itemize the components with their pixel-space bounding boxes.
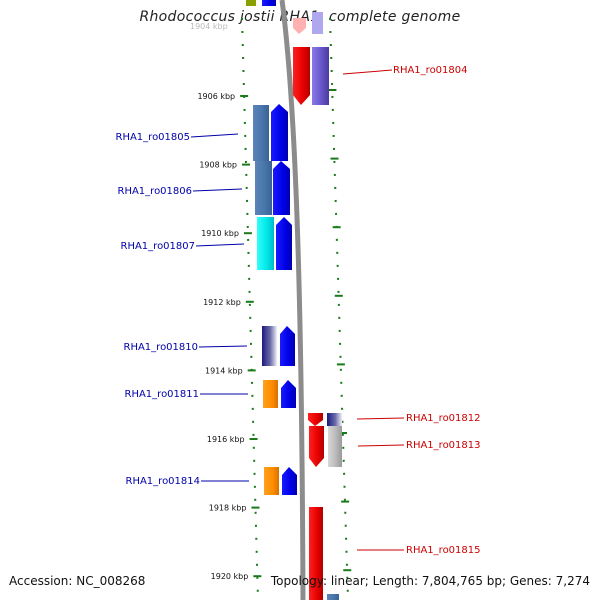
- gene-partial-bottom-steel[interactable]: [327, 594, 339, 600]
- gene-ro01810-arrow[interactable]: [280, 326, 295, 366]
- scale-track-right: [329, 17, 349, 600]
- feature-partial-top-purple[interactable]: [312, 12, 323, 34]
- gene-label-ro01813[interactable]: RHA1_ro01813: [406, 440, 481, 451]
- tick-label-faded: 1904 kbp: [190, 22, 228, 31]
- gene-ro01813-red[interactable]: [309, 426, 324, 467]
- gene-label-ro01815[interactable]: RHA1_ro01815: [406, 545, 481, 556]
- gene-label-ro01812[interactable]: RHA1_ro01812: [406, 413, 481, 424]
- gene-ro01805-arrow[interactable]: [271, 104, 288, 161]
- feature-partial-top-blue[interactable]: [262, 0, 276, 6]
- gene-ro01811-arrow[interactable]: [281, 380, 296, 408]
- gene-ro01804-red[interactable]: [293, 47, 310, 105]
- gene-label-ro01805[interactable]: RHA1_ro01805: [116, 132, 191, 143]
- gene-ro01807-block[interactable]: [257, 217, 274, 270]
- label-line-ro01812: [356, 417, 405, 420]
- label-line-ro01807: [195, 243, 245, 247]
- gene-ro01815-red[interactable]: [309, 507, 323, 600]
- feature-partial-top-left[interactable]: [246, 0, 256, 6]
- gene-ro01813-gray[interactable]: [328, 426, 342, 467]
- scale-tick-label: 1906 kbp: [197, 92, 235, 101]
- label-line-ro01806: [192, 188, 243, 192]
- gene-ro01807-arrow[interactable]: [276, 217, 292, 270]
- scale-tick-label: 1920 kbp: [211, 572, 249, 581]
- gene-ro01805-block[interactable]: [253, 105, 269, 161]
- accession-label: Accession: NC_008268: [9, 574, 146, 588]
- feature-partial-top-red[interactable]: [293, 18, 306, 34]
- gene-ro01806-arrow[interactable]: [273, 161, 290, 215]
- scale-tick-label: 1912 kbp: [203, 298, 241, 307]
- label-line-ro01810: [198, 345, 248, 348]
- gene-ro01814-arrow[interactable]: [282, 467, 297, 495]
- scale-tick-label: 1918 kbp: [209, 504, 247, 513]
- gene-ro01810-block[interactable]: [262, 326, 277, 366]
- gene-ro01811-block[interactable]: [263, 380, 278, 408]
- gene-label-ro01811[interactable]: RHA1_ro01811: [125, 389, 200, 400]
- gene-ro01812-red[interactable]: [308, 413, 323, 426]
- genome-backbone: [279, 0, 306, 600]
- gene-label-ro01810[interactable]: RHA1_ro01810: [124, 342, 199, 353]
- gene-label-ro01807[interactable]: RHA1_ro01807: [121, 241, 196, 252]
- gene-label-ro01806[interactable]: RHA1_ro01806: [118, 186, 193, 197]
- gene-label-ro01814[interactable]: RHA1_ro01814: [126, 476, 201, 487]
- scale-tick-label: 1910 kbp: [201, 229, 239, 238]
- scale-tick-label: 1916 kbp: [207, 435, 245, 444]
- gene-ro01806-block[interactable]: [255, 161, 272, 215]
- gene-ro01814-block[interactable]: [264, 467, 279, 495]
- gene-ro01804-purple[interactable]: [312, 47, 329, 105]
- topology-summary: Topology: linear; Length: 7,804,765 bp; …: [270, 574, 590, 588]
- genome-title: Rhodococcus jostii RHA1, complete genome: [139, 9, 461, 25]
- gene-label-ro01804[interactable]: RHA1_ro01804: [393, 65, 468, 76]
- label-line-ro01804: [342, 69, 393, 75]
- gene-ro01812-navy[interactable]: [327, 413, 342, 426]
- scale-tick-label: 1914 kbp: [205, 366, 243, 375]
- label-line-ro01813: [357, 444, 405, 447]
- scale-tick-label: 1908 kbp: [199, 161, 237, 170]
- label-line-ro01805: [190, 133, 239, 138]
